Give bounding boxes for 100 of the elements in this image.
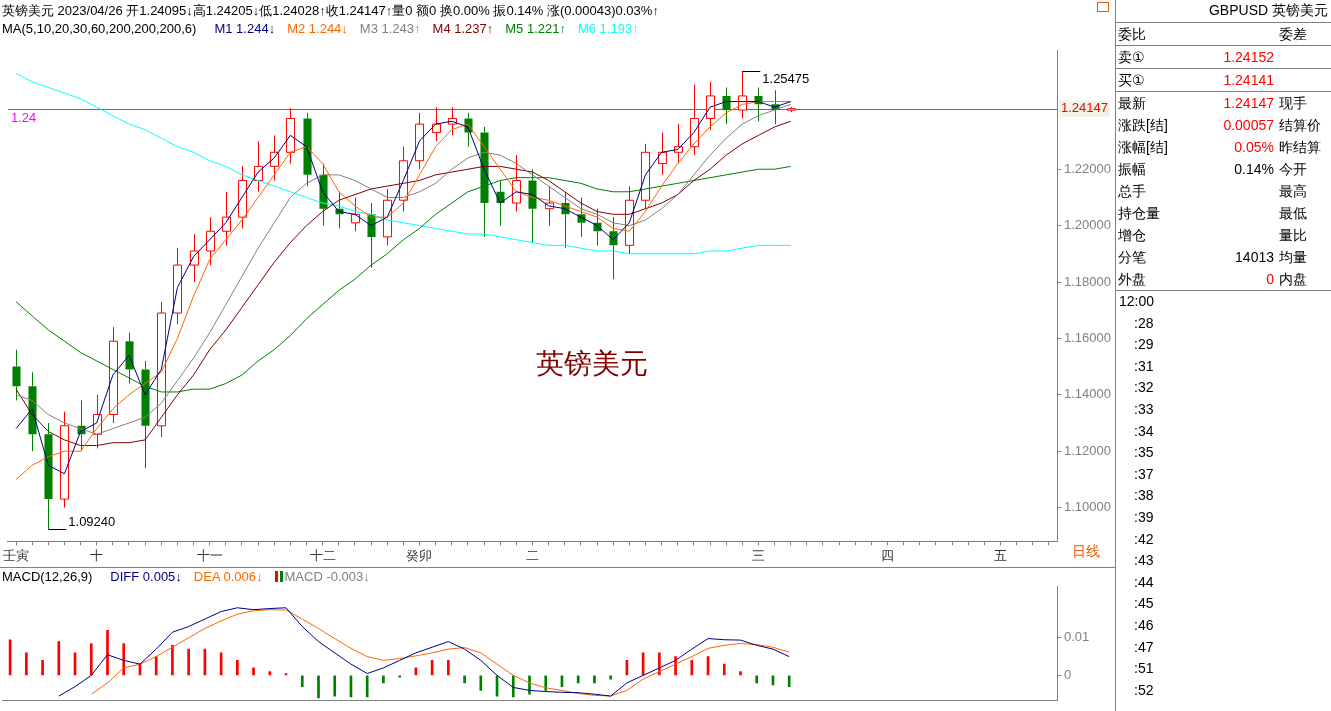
bar: [252, 667, 255, 676]
category-label: 持仓量: [1118, 205, 1160, 221]
annotation: 1.09240: [68, 513, 116, 529]
category-label: 委比: [1118, 26, 1146, 42]
bar: [25, 652, 28, 676]
bar: [333, 675, 337, 697]
legend-title: MACD(12,26,9): [2, 569, 93, 584]
category-label: 委差: [1279, 26, 1307, 42]
category-label: 均量: [1279, 249, 1307, 265]
annotation: 1.25475: [762, 70, 810, 86]
bar: [106, 630, 109, 676]
x-tick-label: 三: [751, 547, 765, 563]
y-tick-label: 1.14000: [1064, 386, 1111, 402]
bar: [722, 663, 726, 676]
bar: [122, 643, 126, 676]
bar: [57, 641, 61, 676]
text: :28: [1133, 313, 1155, 333]
text: 0: [1266, 271, 1274, 287]
text: M6 1.193↑: [577, 21, 639, 36]
category-label: 分笔: [1118, 249, 1146, 265]
y-tick-label: 1.22000: [1064, 160, 1111, 176]
text: 1.24147: [1061, 100, 1108, 116]
y-tick-label: 1.12000: [1064, 442, 1111, 458]
text: M4 1.237↑: [432, 21, 494, 36]
category-label: 量比: [1279, 227, 1307, 243]
bar: [41, 660, 44, 676]
text: :31: [1133, 356, 1155, 376]
bar: [609, 675, 612, 680]
y-tick-label: 1.10000: [1064, 499, 1111, 515]
candlestick: [609, 216, 618, 280]
category-label: 增仓: [1118, 227, 1146, 243]
legend-label: MACD -0.003↓: [283, 569, 370, 584]
category-label: 外盘: [1118, 271, 1146, 287]
category-label: 最新: [1118, 95, 1146, 111]
text: :33: [1133, 399, 1155, 419]
candlestick: [125, 332, 134, 385]
text: :44: [1133, 572, 1155, 592]
text: 1.24152: [1223, 49, 1274, 65]
bar: [89, 643, 93, 676]
bar: [593, 675, 596, 684]
text: :46: [1133, 615, 1155, 635]
y-tick-label: 1.16000: [1064, 329, 1111, 345]
bar: [511, 675, 515, 698]
chart-title: 英镑美元 2023/04/26 开1.24095↓高1.24205↓低1.24028↑收1.24147↑量0 额0 换0.00% 振0.14% 涨(0.00043)0.03%↑: [2, 2, 659, 20]
text: DIFF 0.005↓: [110, 569, 182, 584]
text: :38: [1133, 486, 1155, 506]
bar: [479, 675, 483, 691]
category-label: 卖①: [1118, 49, 1145, 65]
candlestick: [722, 86, 731, 125]
y-tick-label: 1.18000: [1064, 273, 1111, 289]
text: :29: [1133, 335, 1155, 355]
text: :42: [1133, 529, 1155, 549]
bar: [300, 675, 304, 688]
text: 日线: [1072, 543, 1100, 560]
y-tick-label: 0.01: [1064, 629, 1090, 645]
bar: [317, 675, 320, 699]
text: :37: [1133, 464, 1155, 484]
category-label: 昨结算: [1279, 139, 1321, 155]
bar: [690, 660, 694, 676]
bar: [154, 656, 158, 676]
ref-line-label: 1.24: [10, 109, 37, 125]
category-label: 涨幅[结]: [1118, 139, 1168, 155]
category-label: 最高: [1279, 183, 1307, 199]
category-label: 最低: [1279, 205, 1307, 221]
annotation: 英镑美元: [536, 347, 649, 379]
category-label: 今开: [1279, 161, 1307, 177]
text: GBPUSD 英镑美元: [1116, 0, 1331, 23]
bar: [787, 675, 791, 688]
x-tick-label: 十二: [309, 547, 336, 563]
x-tick-label: 四: [881, 547, 895, 563]
bar: [576, 675, 580, 684]
text: M5 1.221↑: [505, 21, 566, 36]
candlestick: [12, 349, 21, 401]
x-tick-label: 十: [90, 547, 104, 563]
text: :32: [1133, 378, 1155, 398]
text: 0.14%: [1234, 161, 1274, 177]
category-label: 涨跌[结]: [1118, 117, 1168, 133]
text: 1.24147: [1223, 95, 1274, 111]
text: 14013: [1235, 249, 1274, 265]
text: 1.24141: [1223, 72, 1274, 88]
y-tick-label: 1.20000: [1064, 217, 1111, 233]
text: :47: [1133, 637, 1155, 657]
bar: [447, 660, 450, 676]
category-label: 买①: [1118, 72, 1145, 88]
x-tick-label: 二: [525, 547, 539, 563]
text: M2 1.244↓: [287, 21, 348, 36]
text: :51: [1133, 659, 1155, 679]
text: :43: [1133, 551, 1155, 571]
bar: [544, 675, 548, 691]
x-tick-label: 癸卯: [406, 547, 433, 563]
bar: [755, 675, 759, 684]
x-tick-label: 壬寅: [3, 547, 30, 563]
category-label: 结算价: [1279, 117, 1321, 133]
text: :34: [1133, 421, 1155, 441]
category-label: 振幅: [1118, 161, 1146, 177]
y-tick-label: 0: [1064, 666, 1072, 682]
text: 12:00: [1118, 292, 1156, 311]
category-label: 总手: [1118, 183, 1146, 199]
x-tick-label: 十一: [196, 547, 223, 563]
bar: [382, 675, 385, 684]
